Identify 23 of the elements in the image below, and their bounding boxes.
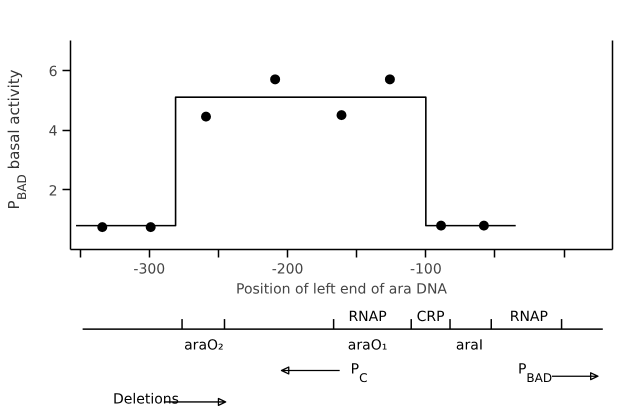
y-tick-label: 4 [48,124,58,140]
text: araI [456,337,483,354]
y-tick-label: 6 [48,64,58,80]
x-axis-title: Position of left end of ara DNA [236,282,448,298]
x-tick-label: -300 [133,262,166,278]
point [97,222,108,232]
point [146,222,156,232]
text: RNAP [348,308,387,325]
text: araO₂ [184,337,224,354]
text: Deletions [112,392,179,408]
point [201,112,211,122]
text: CRP [416,308,445,325]
text: RNAP [510,308,548,325]
point [384,74,395,84]
y-tick-label: 2 [48,183,58,200]
point [270,74,280,84]
text: araO₁ [348,337,388,354]
point [336,110,346,120]
point [436,220,446,231]
x-tick-label: -100 [410,262,442,278]
x-tick-label: -200 [272,262,304,278]
point [478,220,489,231]
y-axis-title: PBAD basal activity [5,69,29,210]
